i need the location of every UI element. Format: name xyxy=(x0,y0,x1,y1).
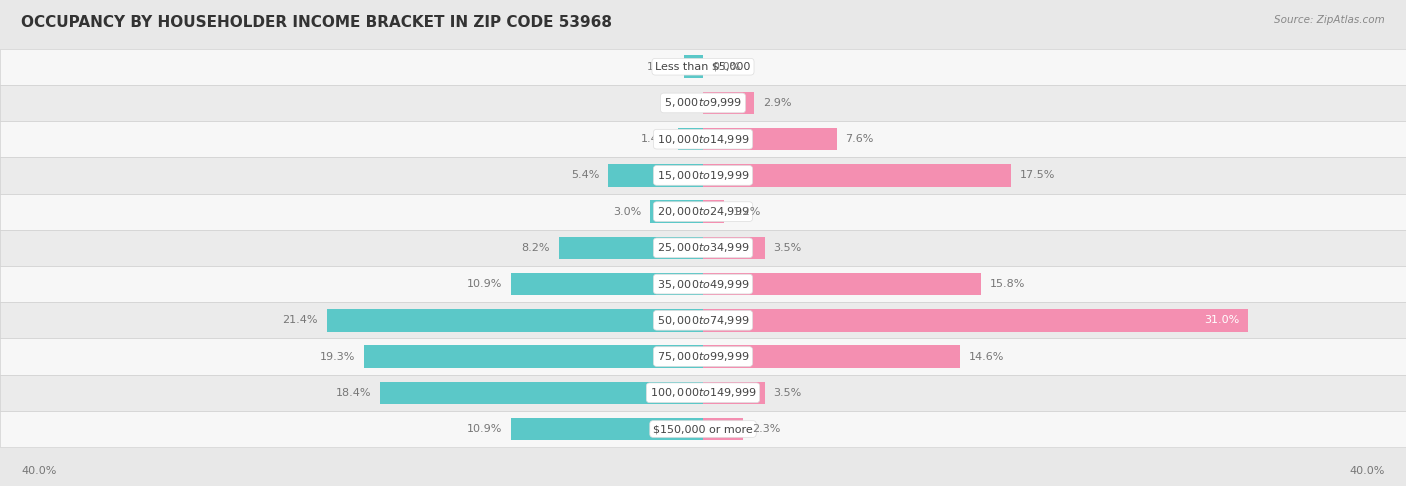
Text: Less than $5,000: Less than $5,000 xyxy=(655,62,751,72)
Text: 19.3%: 19.3% xyxy=(319,351,354,362)
Text: 2.3%: 2.3% xyxy=(752,424,780,434)
Bar xyxy=(0,49,1406,85)
Text: 17.5%: 17.5% xyxy=(1019,171,1054,180)
Text: 1.2%: 1.2% xyxy=(733,207,761,217)
Text: OCCUPANCY BY HOUSEHOLDER INCOME BRACKET IN ZIP CODE 53968: OCCUPANCY BY HOUSEHOLDER INCOME BRACKET … xyxy=(21,15,612,30)
Text: $75,000 to $99,999: $75,000 to $99,999 xyxy=(657,350,749,363)
Text: 5.4%: 5.4% xyxy=(571,171,599,180)
Text: 2.9%: 2.9% xyxy=(762,98,792,108)
Bar xyxy=(703,200,724,223)
Bar xyxy=(703,128,837,150)
Text: Source: ZipAtlas.com: Source: ZipAtlas.com xyxy=(1274,15,1385,25)
Text: $35,000 to $49,999: $35,000 to $49,999 xyxy=(657,278,749,291)
Text: 18.4%: 18.4% xyxy=(336,388,371,398)
Bar xyxy=(560,237,703,259)
Bar xyxy=(0,411,1406,447)
Bar xyxy=(703,309,1249,331)
Bar xyxy=(703,346,960,368)
Bar xyxy=(328,309,703,331)
Bar xyxy=(0,375,1406,411)
Bar xyxy=(703,382,765,404)
Text: 31.0%: 31.0% xyxy=(1204,315,1239,325)
Text: 10.9%: 10.9% xyxy=(467,279,503,289)
Bar xyxy=(0,302,1406,338)
Bar xyxy=(678,128,703,150)
Bar xyxy=(380,382,703,404)
Bar xyxy=(0,157,1406,193)
Text: $20,000 to $24,999: $20,000 to $24,999 xyxy=(657,205,749,218)
Text: $5,000 to $9,999: $5,000 to $9,999 xyxy=(664,96,742,109)
Text: 0.0%: 0.0% xyxy=(711,62,740,72)
Bar xyxy=(703,237,765,259)
Bar xyxy=(364,346,703,368)
Text: 7.6%: 7.6% xyxy=(845,134,873,144)
Bar xyxy=(0,85,1406,121)
Text: $50,000 to $74,999: $50,000 to $74,999 xyxy=(657,314,749,327)
Text: $150,000 or more: $150,000 or more xyxy=(654,424,752,434)
Text: 8.2%: 8.2% xyxy=(522,243,550,253)
Text: $25,000 to $34,999: $25,000 to $34,999 xyxy=(657,242,749,254)
Text: 0.0%: 0.0% xyxy=(666,98,695,108)
Bar xyxy=(0,193,1406,230)
Text: 1.1%: 1.1% xyxy=(647,62,675,72)
Text: 40.0%: 40.0% xyxy=(21,466,56,476)
Text: 21.4%: 21.4% xyxy=(283,315,318,325)
Text: $10,000 to $14,999: $10,000 to $14,999 xyxy=(657,133,749,146)
Bar xyxy=(703,418,744,440)
Bar xyxy=(650,200,703,223)
Text: 3.0%: 3.0% xyxy=(613,207,641,217)
Bar xyxy=(0,266,1406,302)
Bar xyxy=(703,92,754,114)
Bar xyxy=(512,418,703,440)
Text: 3.5%: 3.5% xyxy=(773,388,801,398)
Text: 15.8%: 15.8% xyxy=(990,279,1025,289)
Bar xyxy=(609,164,703,187)
Text: 1.4%: 1.4% xyxy=(641,134,669,144)
Bar xyxy=(683,55,703,78)
Text: 14.6%: 14.6% xyxy=(969,351,1004,362)
Bar xyxy=(0,338,1406,375)
Text: 40.0%: 40.0% xyxy=(1350,466,1385,476)
Text: 10.9%: 10.9% xyxy=(467,424,503,434)
Text: $15,000 to $19,999: $15,000 to $19,999 xyxy=(657,169,749,182)
Bar xyxy=(512,273,703,295)
Bar xyxy=(0,121,1406,157)
Text: 3.5%: 3.5% xyxy=(773,243,801,253)
Bar xyxy=(703,273,981,295)
Text: $100,000 to $149,999: $100,000 to $149,999 xyxy=(650,386,756,399)
Bar xyxy=(0,230,1406,266)
Bar xyxy=(703,164,1011,187)
